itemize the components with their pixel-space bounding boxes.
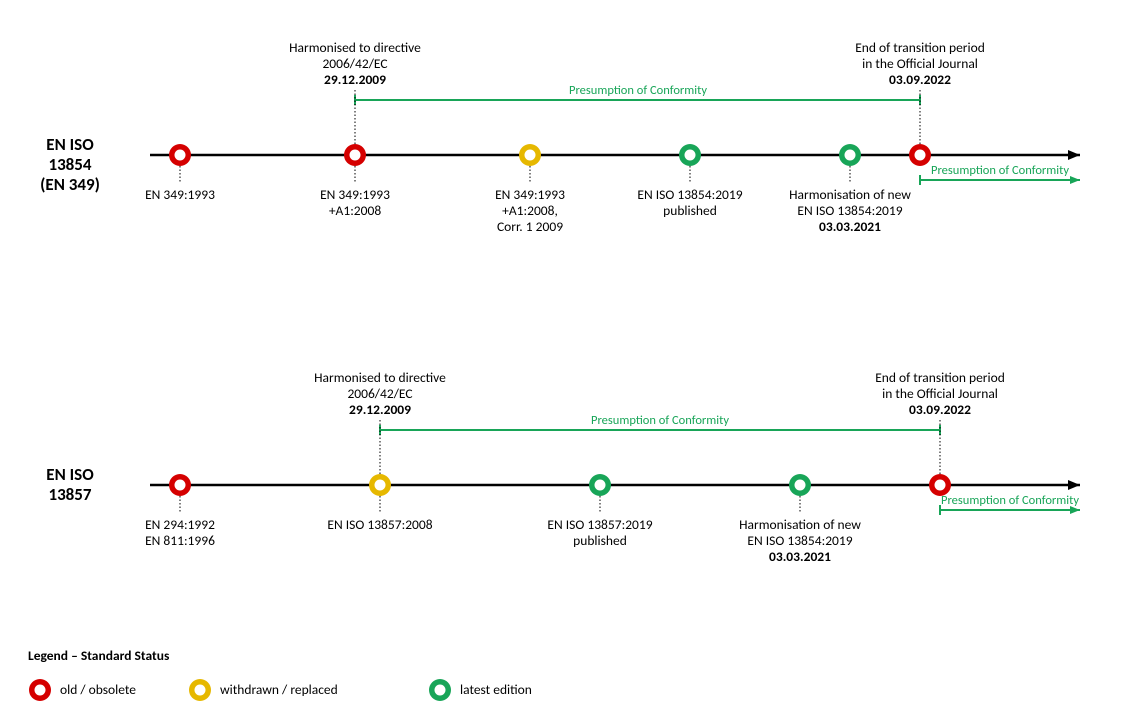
event-label-below: Harmonisation of new [789,186,911,203]
status-ring-green-icon [789,474,811,496]
timeline-t2: EN ISO13857 Presumption of Conformity Pres… [46,369,1080,565]
conformity-label: Presumption of Conformity [941,493,1079,508]
status-ring-yellow-icon [519,144,541,166]
axis-arrowhead-icon [1068,150,1080,160]
status-ring-red-icon [929,474,951,496]
event-label-below: Corr. 1 2009 [497,218,563,235]
event-label-below: +A1:2008, [502,202,558,219]
conformity-bar: Presumption of Conformity [355,83,920,105]
timeline-event: EN 349:1993+A1:2008,Corr. 1 2009 [495,144,565,235]
event-label-below: published [663,202,717,219]
conformity-label: Presumption of Conformity [591,413,729,428]
status-ring-green-icon [589,474,611,496]
event-label-above: End of transition period [855,39,985,56]
event-label-below: EN ISO 13854:2019 [797,202,902,219]
timeline-t1: EN ISO13854(EN 349) Presumption of Confor… [40,39,1080,235]
status-ring-red-icon [344,144,366,166]
event-label-above: Harmonised to directive [289,39,421,56]
status-ring-red-icon [909,144,931,166]
event-label-below: EN 349:1993 [320,186,390,203]
timeline-event: Harmonised to directive2006/42/EC29.12.2… [314,369,446,533]
event-label-above: 2006/42/EC [347,385,412,402]
event-label-above: in the Official Journal [882,385,998,402]
event-label-above: in the Official Journal [862,55,978,72]
legend-label: withdrawn / replaced [220,681,338,698]
event-label-above: 2006/42/EC [322,55,387,72]
timeline-event: Harmonised to directive2006/42/EC29.12.2… [289,39,421,219]
conformity-bar: Presumption of Conformity [940,493,1080,515]
status-ring-red-icon [169,474,191,496]
timeline-title: 13857 [48,484,91,505]
event-date: 29.12.2009 [324,71,386,88]
event-date: 03.09.2022 [889,71,951,88]
timeline-event: EN 349:1993 [145,144,215,203]
conformity-bar: Presumption of Conformity [380,413,940,435]
event-label-below: Harmonisation of new [739,516,861,533]
event-date: 03.09.2022 [909,401,971,418]
timeline-event: Harmonisation of newEN ISO 13854:201903.… [739,474,861,565]
event-date: 03.03.2021 [769,548,831,565]
timeline-title: EN ISO [46,464,94,485]
event-date: 29.12.2009 [349,401,411,418]
conformity-bar: Presumption of Conformity [920,163,1080,185]
event-label-below: EN 294:1992 [145,516,215,533]
timeline-event: Harmonisation of newEN ISO 13854:201903.… [789,144,911,235]
event-label-below: EN 811:1996 [145,532,215,549]
event-label-below: +A1:2008 [329,202,382,219]
status-ring-green-icon [839,144,861,166]
event-label-below: EN ISO 13857:2019 [547,516,652,533]
timeline-title: EN ISO [46,134,94,155]
event-date: 03.03.2021 [819,218,881,235]
event-label-below: EN ISO 13857:2008 [327,516,432,533]
event-label-below: published [573,532,627,549]
status-ring-yellow-icon [369,474,391,496]
axis-arrowhead-icon [1068,480,1080,490]
timeline-title: (EN 349) [40,174,100,195]
conformity-label: Presumption of Conformity [931,163,1069,178]
legend-ring-green-icon [429,679,451,701]
legend-title: Legend – Standard Status [28,647,170,664]
event-label-below: EN 349:1993 [145,186,215,203]
status-ring-red-icon [169,144,191,166]
event-label-below: EN ISO 13854:2019 [637,186,742,203]
event-label-above: Harmonised to directive [314,369,446,386]
arrowhead-icon [1070,176,1080,184]
event-label-above: End of transition period [875,369,1005,386]
conformity-label: Presumption of Conformity [569,83,707,98]
legend: Legend – Standard Status old / obsolete wi… [28,647,532,701]
status-ring-green-icon [679,144,701,166]
legend-ring-red-icon [29,679,51,701]
timeline-title: 13854 [48,154,91,175]
legend-label: latest edition [460,681,532,698]
event-label-below: EN 349:1993 [495,186,565,203]
event-label-below: EN ISO 13854:2019 [747,532,852,549]
legend-ring-yellow-icon [189,679,211,701]
legend-label: old / obsolete [60,681,136,698]
diagram-canvas: EN ISO13854(EN 349)Presumption of Confor… [0,0,1122,717]
